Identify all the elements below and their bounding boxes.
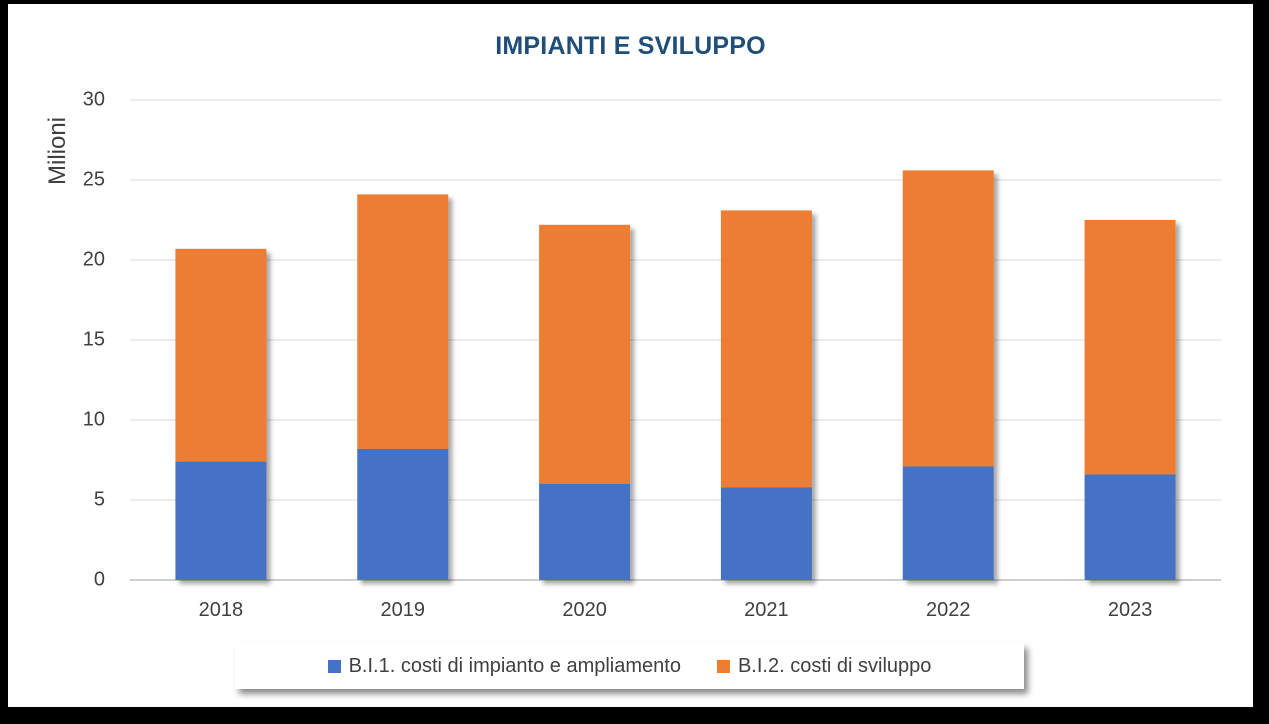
- y-tick-label: 10: [82, 408, 105, 431]
- legend-label: B.I.2. costi di sviluppo: [737, 654, 932, 677]
- legend-label: B.I.1. costi di impianto e ampliamento: [348, 654, 681, 677]
- legend-swatch-blue: [327, 659, 341, 673]
- x-tick-label: 2022: [926, 599, 971, 621]
- bar-impianto-2019: [357, 448, 449, 580]
- bar-sviluppo-2018: [175, 248, 267, 462]
- legend-swatch-orange: [716, 659, 730, 673]
- bar-stack-2023: [1084, 220, 1176, 580]
- bar-stack-2020: [539, 224, 631, 580]
- y-tick-label: 0: [93, 568, 105, 591]
- y-tick-label: 30: [82, 88, 105, 111]
- y-tick-label: 15: [82, 328, 105, 351]
- x-tick-label: 2020: [562, 599, 607, 621]
- bar-sviluppo-2021: [720, 210, 812, 488]
- bar-impianto-2022: [902, 466, 994, 580]
- gridlines: [130, 99, 1221, 581]
- bar-sviluppo-2020: [539, 224, 631, 485]
- y-tick-label: 25: [82, 168, 105, 191]
- legend: B.I.1. costi di impianto e ampliamento B…: [235, 643, 1024, 689]
- x-tick-label: 2021: [744, 599, 789, 621]
- bar-sviluppo-2019: [357, 194, 449, 449]
- bar-stack-2021: [720, 210, 812, 580]
- bar-stack-2022: [902, 170, 994, 580]
- x-tick-label: 2019: [380, 599, 426, 621]
- bar-sviluppo-2023: [1084, 220, 1176, 475]
- legend-item: B.I.2. costi di sviluppo: [716, 654, 932, 678]
- legend-item: B.I.1. costi di impianto e ampliamento: [327, 654, 681, 678]
- bar-impianto-2021: [720, 487, 812, 580]
- bars: [175, 170, 1176, 580]
- x-tick-label: 2018: [198, 599, 244, 621]
- bar-impianto-2018: [175, 461, 267, 580]
- bar-stack-2018: [175, 248, 267, 580]
- y-tick-label: 5: [93, 488, 105, 511]
- chart-plot: [130, 99, 1221, 581]
- bar-impianto-2020: [539, 484, 631, 580]
- bar-impianto-2023: [1084, 474, 1176, 580]
- y-tick-label: 20: [82, 248, 105, 271]
- bar-stack-2019: [357, 194, 449, 580]
- bar-sviluppo-2022: [902, 170, 994, 467]
- x-tick-label: 2023: [1107, 599, 1153, 621]
- chart-title: IMPIANTI E SVILUPPO: [495, 32, 766, 60]
- chart-area: IMPIANTI E SVILUPPO Milioni 0 5 10 15 20 25 30…: [8, 4, 1253, 707]
